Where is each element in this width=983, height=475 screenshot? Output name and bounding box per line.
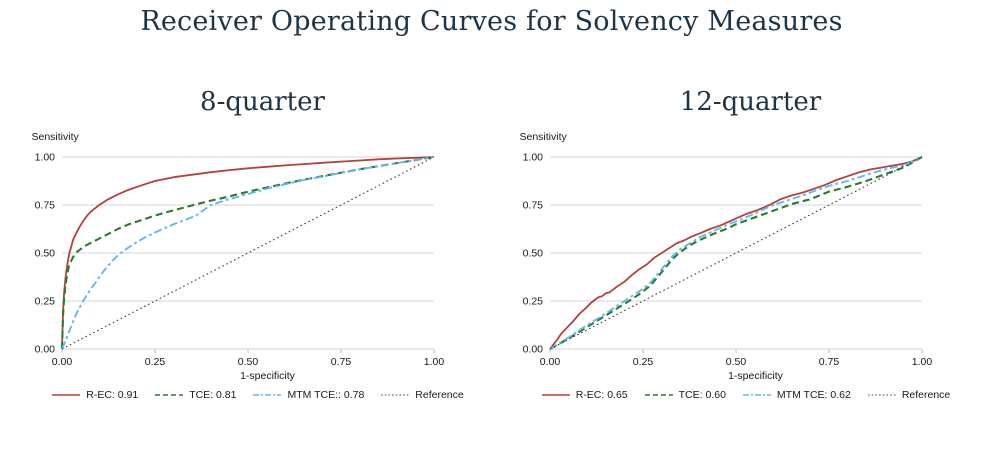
x-axis-title: 1-specificity xyxy=(240,370,295,382)
roc-plot-12-quarter: 0.00 0.25 0.50 0.75 1.00 0.00 0.25 0.50 0.75 1.00 xyxy=(522,152,932,369)
legend-key-tce xyxy=(155,394,184,396)
series-line-tce xyxy=(60,155,434,350)
legend-key-reference xyxy=(867,394,896,396)
y-tick-label: 0.25 xyxy=(522,296,543,308)
x-tick-label: 0.25 xyxy=(632,356,653,368)
legend-label: MTM TCE: 0.62 xyxy=(776,389,851,401)
x-tick-label: 1.00 xyxy=(911,356,932,368)
x-axis-title: 1-specificity xyxy=(728,370,783,382)
chart-title-12-quarter: 12-quarter xyxy=(679,87,822,117)
chart-panel-8-quarter: 8-quarter Sensitivity 0.00 0.25 0.50 0.75 1.… xyxy=(22,87,474,401)
y-tick-label: 0.25 xyxy=(34,296,55,308)
x-tick-label: 0.75 xyxy=(330,356,351,368)
charts-row: 8-quarter Sensitivity 0.00 0.25 0.50 0.75 1.… xyxy=(0,87,983,401)
legend-item-tce: TCE: 0.81 xyxy=(154,389,236,401)
legend-key-mtm-tce xyxy=(742,394,771,396)
legend-label: Reference xyxy=(901,389,951,401)
chart-title-8-quarter: 8-quarter xyxy=(200,87,325,117)
y-tick-label: 1.00 xyxy=(522,152,543,164)
legend-item-r-ec: R-EC: 0.65 xyxy=(541,389,628,401)
y-tick-label: 0.00 xyxy=(34,344,55,356)
legend-label: Reference xyxy=(415,389,464,401)
legend-item-mtm-tce: MTM TCE:: 0.78 xyxy=(252,389,364,401)
legend-key-r-ec xyxy=(541,394,570,396)
y-tick-label: 0.75 xyxy=(34,200,55,212)
legend-item-reference: Reference xyxy=(380,389,464,401)
x-tick-label: 0.25 xyxy=(144,356,165,368)
page-title: Receiver Operating Curves for Solvency M… xyxy=(140,6,843,37)
legend-8-quarter: R-EC: 0.91 TCE: 0.81 MTM TCE:: 0.78 Referen… xyxy=(22,389,474,401)
legend-key-tce xyxy=(644,394,673,396)
legend-12-quarter: R-EC: 0.65 TCE: 0.60 MTM TCE: 0.62 Referenc… xyxy=(510,389,962,401)
y-tick-label: 0.75 xyxy=(522,200,543,212)
series-line-reference xyxy=(61,156,434,350)
legend-item-tce: TCE: 0.60 xyxy=(644,389,726,401)
x-tick-label: 0.00 xyxy=(539,356,560,368)
legend-item-reference: Reference xyxy=(867,389,950,401)
series-line-mtm-tce xyxy=(60,156,434,350)
legend-item-mtm-tce: MTM TCE: 0.62 xyxy=(742,389,851,401)
y-tick-label: 1.00 xyxy=(34,152,55,164)
y-tick-label: 0.50 xyxy=(34,248,55,260)
y-axis-title: Sensitivity xyxy=(519,131,567,143)
legend-key-reference xyxy=(381,394,410,396)
x-tick-label: 0.00 xyxy=(51,356,72,368)
legend-key-mtm-tce xyxy=(253,394,282,396)
legend-label: TCE: 0.60 xyxy=(678,389,726,401)
chart-panel-12-quarter: 12-quarter Sensitivity 0.00 0.25 0.50 0.75 1… xyxy=(510,87,962,401)
legend-label: R-EC: 0.65 xyxy=(575,389,628,401)
roc-plot-8-quarter: 0.00 0.25 0.50 0.75 1.00 0.00 0.25 0.50 0.75 1.00 xyxy=(34,152,444,369)
x-tick-label: 1.00 xyxy=(423,356,444,368)
legend-label: TCE: 0.81 xyxy=(189,389,237,401)
x-tick-label: 0.50 xyxy=(237,356,258,368)
series-line-tce xyxy=(548,156,923,350)
series-line-r-ec xyxy=(60,156,434,350)
legend-label: MTM TCE:: 0.78 xyxy=(287,389,365,401)
legend-key-r-ec xyxy=(52,394,81,396)
legend-item-r-ec: R-EC: 0.91 xyxy=(51,389,138,401)
page: Receiver Operating Curves for Solvency M… xyxy=(0,6,983,475)
y-tick-label: 0.50 xyxy=(522,248,543,260)
y-axis-title: Sensitivity xyxy=(31,131,79,143)
series-line-mtm-tce xyxy=(549,156,922,350)
x-tick-label: 0.50 xyxy=(725,356,746,368)
legend-label: R-EC: 0.91 xyxy=(86,389,139,401)
series-line-r-ec xyxy=(548,156,922,350)
x-tick-label: 0.75 xyxy=(818,356,839,368)
series-line-reference xyxy=(549,156,922,350)
y-tick-label: 0.00 xyxy=(522,344,543,356)
